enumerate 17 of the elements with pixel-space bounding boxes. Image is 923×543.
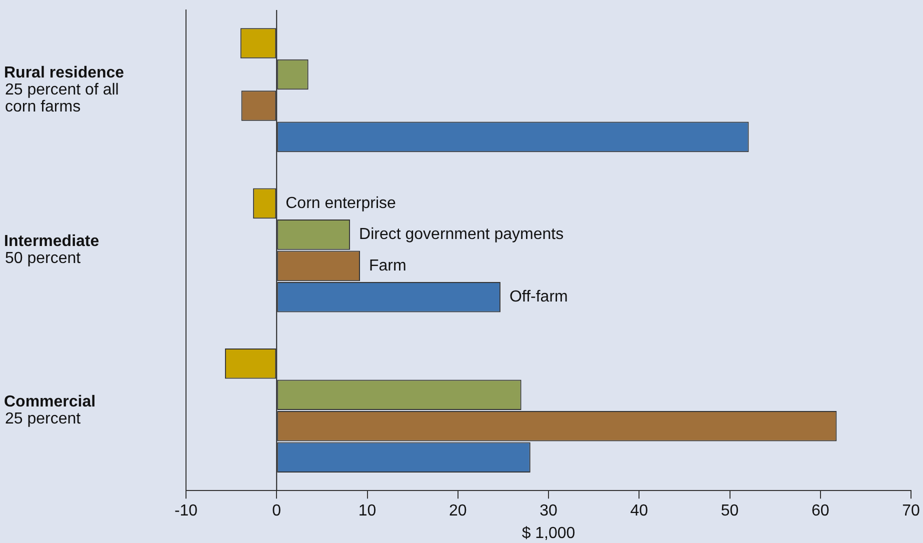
x-tick-label: 40 <box>630 502 648 520</box>
x-tick-label: 60 <box>811 502 830 520</box>
x-tick-label: -10 <box>174 502 198 520</box>
series-label: Corn enterprise <box>286 194 396 212</box>
series-label: Direct government payments <box>359 226 564 244</box>
x-tick-label: 0 <box>272 502 282 520</box>
x-tick-label: 10 <box>358 502 376 520</box>
y-tick-label: Rural residence 25 percent of all corn farms <box>4 64 124 116</box>
series-label: Farm <box>369 257 406 274</box>
x-tick-label: 50 <box>720 502 739 520</box>
x-axis-title: $ 1,000 <box>522 524 576 542</box>
y-tick-label: Intermediate 50 percent <box>4 233 100 268</box>
y-tick-label: Commercial 25 percent <box>4 393 96 428</box>
x-tick-label: 70 <box>902 502 920 520</box>
series-label: Off-farm <box>509 288 568 306</box>
x-tick-label: 30 <box>540 502 558 520</box>
x-tick-label: 20 <box>448 502 467 520</box>
